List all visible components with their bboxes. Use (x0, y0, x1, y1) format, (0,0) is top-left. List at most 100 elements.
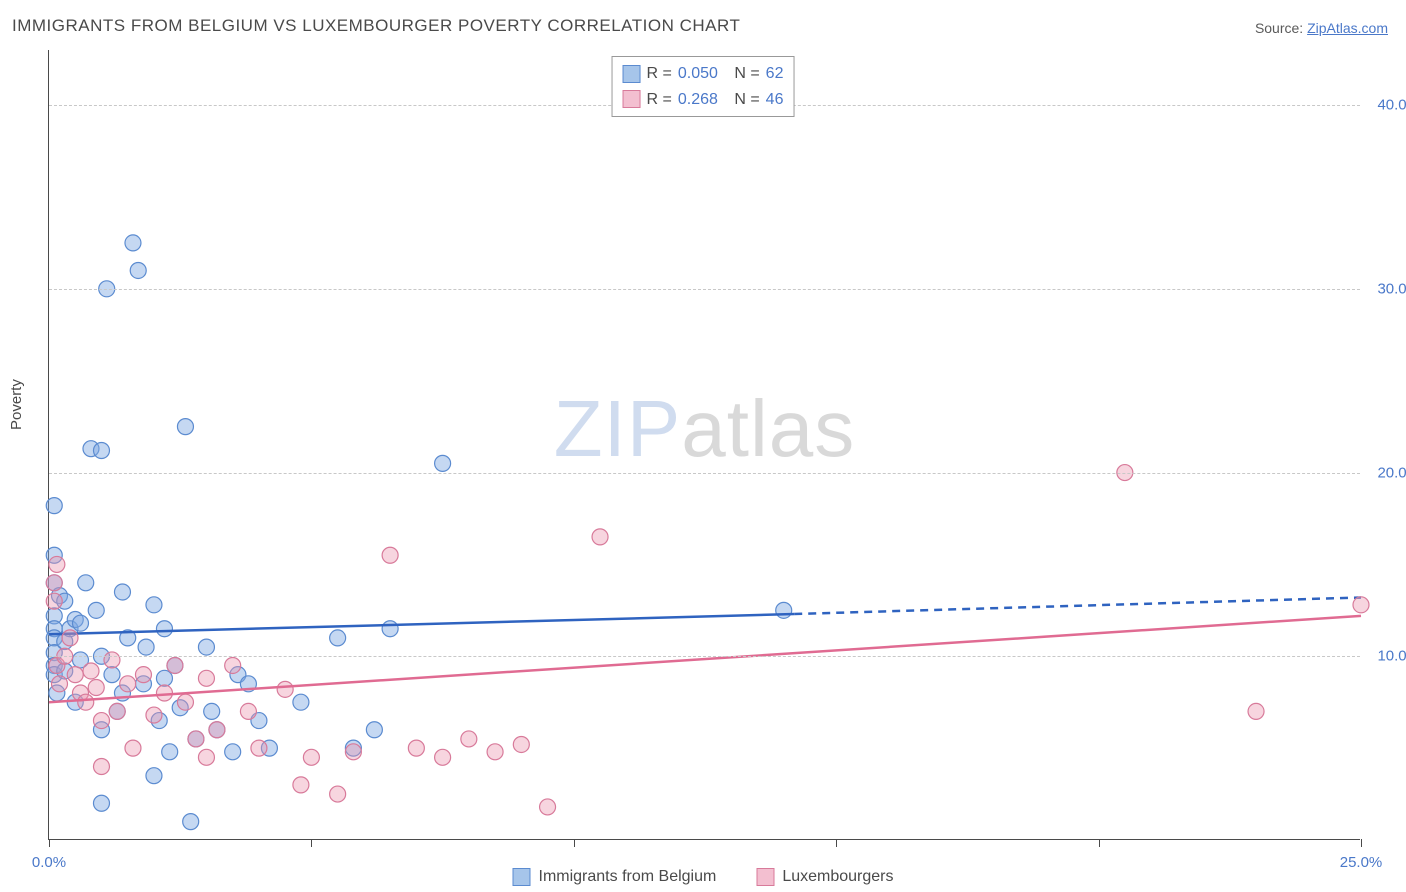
scatter-point (156, 621, 172, 637)
scatter-point (125, 235, 141, 251)
scatter-point (277, 681, 293, 697)
scatter-point (366, 722, 382, 738)
scatter-point (120, 676, 136, 692)
scatter-point (330, 630, 346, 646)
scatter-point (49, 556, 65, 572)
scatter-point (293, 694, 309, 710)
scatter-point (146, 707, 162, 723)
scatter-point (461, 731, 477, 747)
r-value-luxembourg: 0.268 (678, 87, 724, 113)
stats-row-luxembourg: R = 0.268 N = 46 (623, 87, 784, 113)
scatter-point (345, 744, 361, 760)
scatter-point (204, 703, 220, 719)
scatter-point (487, 744, 503, 760)
scatter-point (114, 584, 130, 600)
scatter-point (1353, 597, 1369, 613)
scatter-point (138, 639, 154, 655)
y-tick-label: 30.0% (1377, 280, 1406, 297)
n-label: N = (730, 61, 760, 87)
scatter-point (1248, 703, 1264, 719)
stats-row-belgium: R = 0.050 N = 62 (623, 61, 784, 87)
scatter-point (78, 694, 94, 710)
y-axis-label: Poverty (8, 379, 25, 430)
source-link[interactable]: ZipAtlas.com (1307, 20, 1388, 36)
scatter-point (198, 749, 214, 765)
scatter-point (592, 529, 608, 545)
scatter-point (146, 768, 162, 784)
scatter-point (382, 547, 398, 563)
scatter-point (209, 722, 225, 738)
scatter-point (104, 667, 120, 683)
scatter-point (130, 262, 146, 278)
n-value-luxembourg: 46 (766, 87, 784, 113)
scatter-point (78, 575, 94, 591)
scatter-point (46, 498, 62, 514)
scatter-point (93, 759, 109, 775)
legend-item-belgium: Immigrants from Belgium (513, 868, 717, 886)
scatter-point (198, 670, 214, 686)
scatter-point (776, 602, 792, 618)
scatter-point (109, 703, 125, 719)
scatter-point (251, 740, 267, 756)
scatter-point (46, 575, 62, 591)
plot-area: ZIPatlas 10.0%20.0%30.0%40.0%0.0%25.0% (48, 50, 1360, 840)
scatter-point (435, 749, 451, 765)
scatter-point (104, 652, 120, 668)
scatter-point (513, 736, 529, 752)
scatter-point (225, 657, 241, 673)
scatter-point (293, 777, 309, 793)
scatter-point (62, 630, 78, 646)
scatter-point (46, 593, 62, 609)
scatter-point (382, 621, 398, 637)
scatter-point (330, 786, 346, 802)
chart-source: Source: ZipAtlas.com (1255, 20, 1388, 36)
scatter-point (93, 795, 109, 811)
gridline (49, 656, 1360, 657)
scatter-point (135, 667, 151, 683)
r-label: R = (647, 87, 672, 113)
x-tick (1361, 839, 1362, 847)
y-tick-label: 40.0% (1377, 97, 1406, 114)
scatter-point (83, 663, 99, 679)
scatter-point (67, 667, 83, 683)
legend-label-luxembourg: Luxembourgers (782, 868, 893, 886)
scatter-point (72, 615, 88, 631)
legend-swatch-belgium (513, 868, 531, 886)
x-tick (311, 839, 312, 847)
scatter-point (177, 694, 193, 710)
y-tick-label: 10.0% (1377, 648, 1406, 665)
series-legend: Immigrants from Belgium Luxembourgers (513, 868, 894, 886)
scatter-point (88, 680, 104, 696)
scatter-point (167, 657, 183, 673)
scatter-point (303, 749, 319, 765)
scatter-point (240, 703, 256, 719)
scatter-point (125, 740, 141, 756)
scatter-point (540, 799, 556, 815)
gridline (49, 289, 1360, 290)
scatter-point (188, 731, 204, 747)
n-value-belgium: 62 (766, 61, 784, 87)
r-value-belgium: 0.050 (678, 61, 724, 87)
r-label: R = (647, 61, 672, 87)
scatter-point (408, 740, 424, 756)
correlation-chart: IMMIGRANTS FROM BELGIUM VS LUXEMBOURGER … (0, 0, 1406, 892)
chart-title: IMMIGRANTS FROM BELGIUM VS LUXEMBOURGER … (12, 16, 740, 36)
scatter-point (435, 455, 451, 471)
scatter-plot-svg (49, 50, 1360, 839)
x-tick-label: 25.0% (1340, 854, 1383, 871)
x-tick (1099, 839, 1100, 847)
scatter-point (146, 597, 162, 613)
scatter-point (177, 419, 193, 435)
scatter-point (88, 602, 104, 618)
x-tick-label: 0.0% (32, 854, 66, 871)
x-tick (836, 839, 837, 847)
n-label: N = (730, 87, 760, 113)
scatter-point (51, 676, 67, 692)
scatter-point (198, 639, 214, 655)
scatter-point (183, 814, 199, 830)
legend-label-belgium: Immigrants from Belgium (539, 868, 717, 886)
stats-legend: R = 0.050 N = 62 R = 0.268 N = 46 (612, 56, 795, 117)
swatch-luxembourg (623, 90, 641, 108)
scatter-point (162, 744, 178, 760)
y-tick-label: 20.0% (1377, 464, 1406, 481)
